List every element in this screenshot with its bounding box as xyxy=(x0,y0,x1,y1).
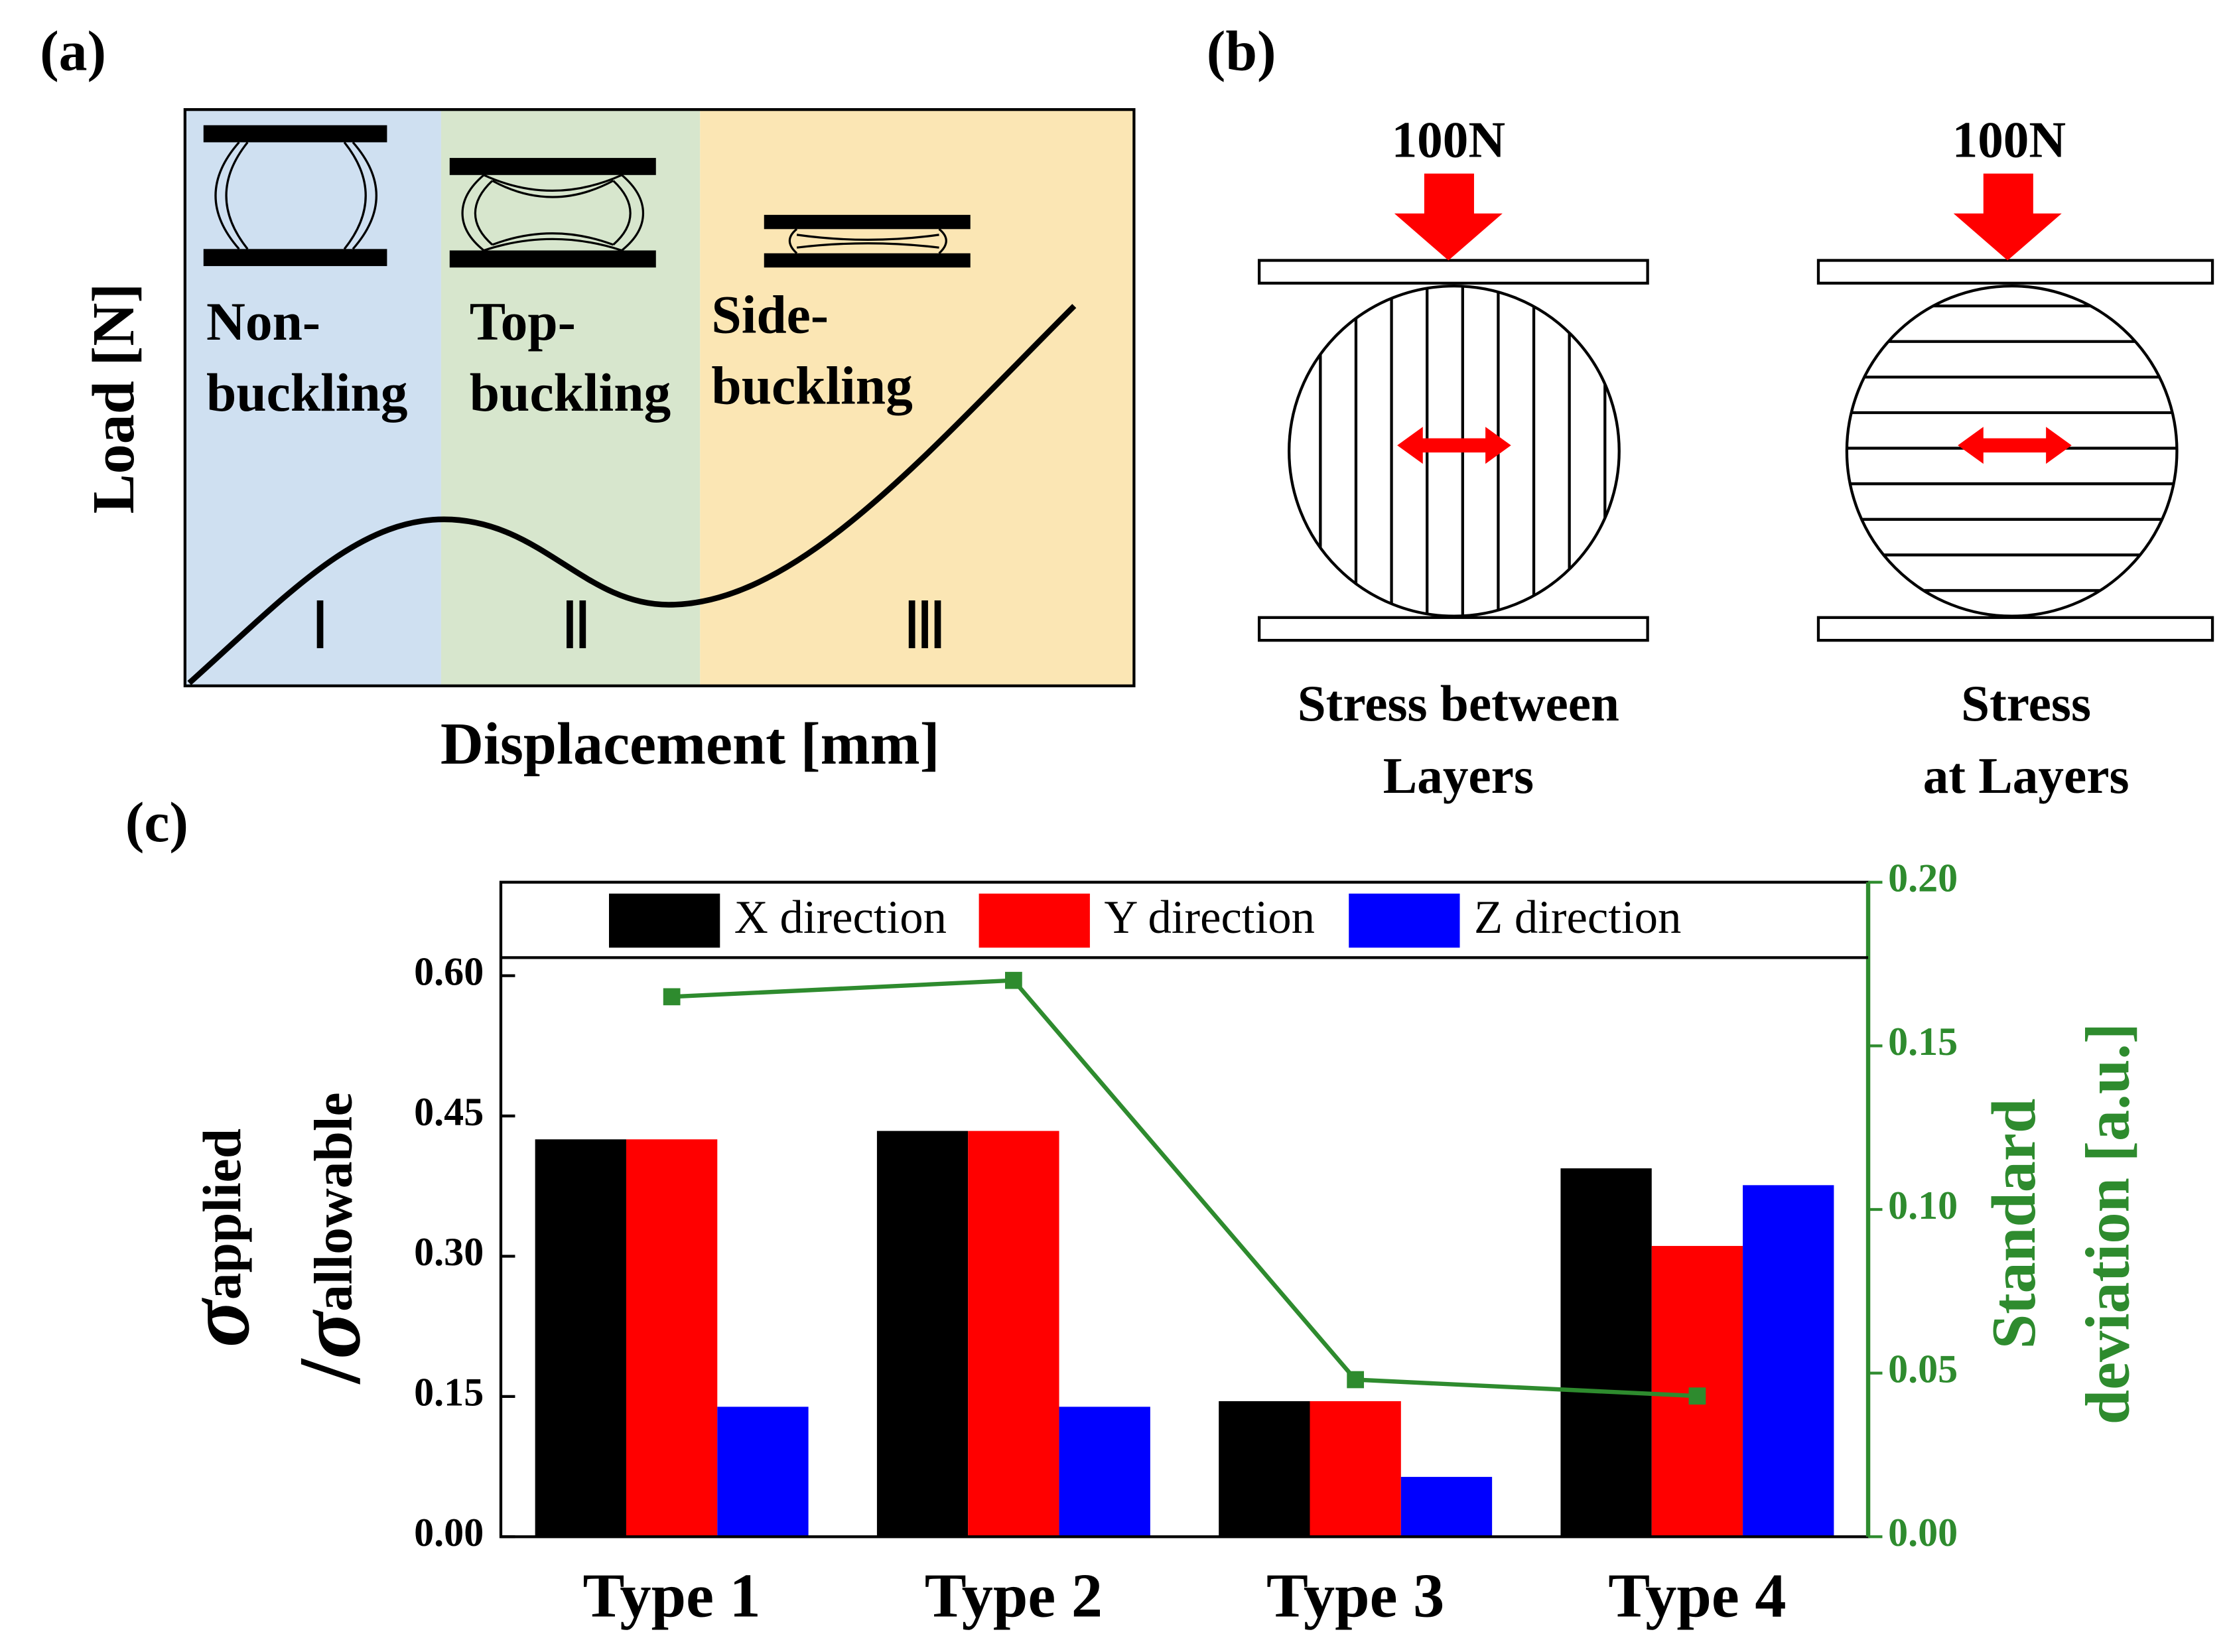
y-tick-label: 0.45 xyxy=(414,1089,484,1134)
legend-label: Y direction xyxy=(1104,892,1315,943)
panel-b: (b) 100N 100N Stress between Layers Stre… xyxy=(1207,19,2214,804)
marker xyxy=(1005,971,1022,989)
y-tick-label: 0.00 xyxy=(414,1510,484,1554)
x-axis-label: Displacement [mm] xyxy=(440,711,940,777)
legend-swatch xyxy=(608,893,720,948)
force-label: 100N xyxy=(1952,111,2066,168)
region-text: buckling xyxy=(206,362,407,423)
marker xyxy=(1688,1387,1706,1405)
legend-swatch xyxy=(1349,893,1460,948)
panel-label: (b) xyxy=(1207,19,1276,82)
bar xyxy=(626,1139,718,1537)
legend-swatch xyxy=(979,893,1090,948)
line xyxy=(671,978,1698,1399)
region-text: buckling xyxy=(711,355,912,415)
y-label-part: σ xyxy=(170,1298,267,1347)
bar xyxy=(876,1131,969,1537)
marker xyxy=(1347,1371,1365,1389)
panel-label: (c) xyxy=(125,791,188,854)
region-text: Side- xyxy=(711,284,829,344)
bar xyxy=(1310,1401,1401,1537)
numeral: Ⅲ xyxy=(902,590,947,663)
y2-tick-label: 0.10 xyxy=(1888,1183,1958,1227)
region-2 xyxy=(440,109,701,686)
region-text: Non- xyxy=(206,291,320,352)
bar xyxy=(968,1131,1059,1537)
x-tick-label: Type 4 xyxy=(1608,1562,1786,1631)
caption: Stress between xyxy=(1298,675,1619,732)
bar xyxy=(1219,1401,1310,1537)
panel-a: (a) Non- buckling Top- buckling Side- bu… xyxy=(40,19,1136,777)
bar xyxy=(717,1407,809,1537)
icon-shapes xyxy=(214,141,947,254)
y-tick-label: 0.30 xyxy=(414,1229,484,1274)
icons xyxy=(203,125,971,268)
numeral: Ⅰ xyxy=(310,590,330,663)
y2-axis-label: Standard deviation [a.u.] xyxy=(1980,1023,2143,1425)
y-label-line: /σallowable xyxy=(281,1092,378,1385)
y2-tick-label: 0.15 xyxy=(1888,1019,1958,1064)
panel-label: (a) xyxy=(40,19,106,82)
caption: Stress xyxy=(1961,675,2091,732)
y-label-part: allowable xyxy=(303,1092,363,1311)
y-label-part: / xyxy=(281,1357,378,1385)
y-label-part: σ xyxy=(281,1310,378,1359)
numeral: Ⅱ xyxy=(560,590,592,663)
x-tick-label: Type 3 xyxy=(1266,1562,1444,1631)
frame xyxy=(183,107,1136,687)
y-axis-label: Load [N] xyxy=(81,283,147,514)
force-label: 100N xyxy=(1392,111,1506,168)
y2-label-line: Standard xyxy=(1980,1099,2049,1349)
legend-label: X direction xyxy=(734,892,947,943)
y-label-line: σapplied xyxy=(170,1129,267,1347)
x-tick-label: Type 1 xyxy=(582,1562,760,1631)
specimen-left xyxy=(1257,259,1649,642)
y-tick-label: 0.15 xyxy=(414,1370,484,1414)
arrows xyxy=(1394,173,2072,464)
y2-tick-label: 0.05 xyxy=(1888,1346,1958,1391)
bar xyxy=(1400,1477,1493,1537)
legend-label: Z direction xyxy=(1474,892,1681,943)
caption: Layers xyxy=(1383,747,1534,804)
bar xyxy=(1743,1185,1834,1537)
y2-tick-label: 0.20 xyxy=(1888,855,1958,900)
y2-label-line: deviation [a.u.] xyxy=(2074,1023,2143,1425)
y-axis-label: σapplied/σallowable xyxy=(170,1092,378,1385)
caption: at Layers xyxy=(1923,747,2130,804)
curve xyxy=(187,304,1077,685)
region-3 xyxy=(700,109,1134,686)
marker xyxy=(663,988,681,1006)
specimen-right xyxy=(1816,259,2214,642)
chart: X direction Y direction Z direction 0.00 0.1… xyxy=(170,855,2143,1630)
y2-tick-label: 0.00 xyxy=(1888,1510,1958,1554)
y-tick-label: 0.60 xyxy=(414,949,484,993)
x-tick-label: Type 2 xyxy=(925,1562,1103,1631)
region-text: buckling xyxy=(470,362,671,423)
bar xyxy=(1560,1168,1652,1537)
bar xyxy=(1059,1407,1150,1537)
region-text: Top- xyxy=(470,291,576,352)
bar xyxy=(535,1139,626,1537)
y-label-part: applied xyxy=(192,1129,252,1300)
